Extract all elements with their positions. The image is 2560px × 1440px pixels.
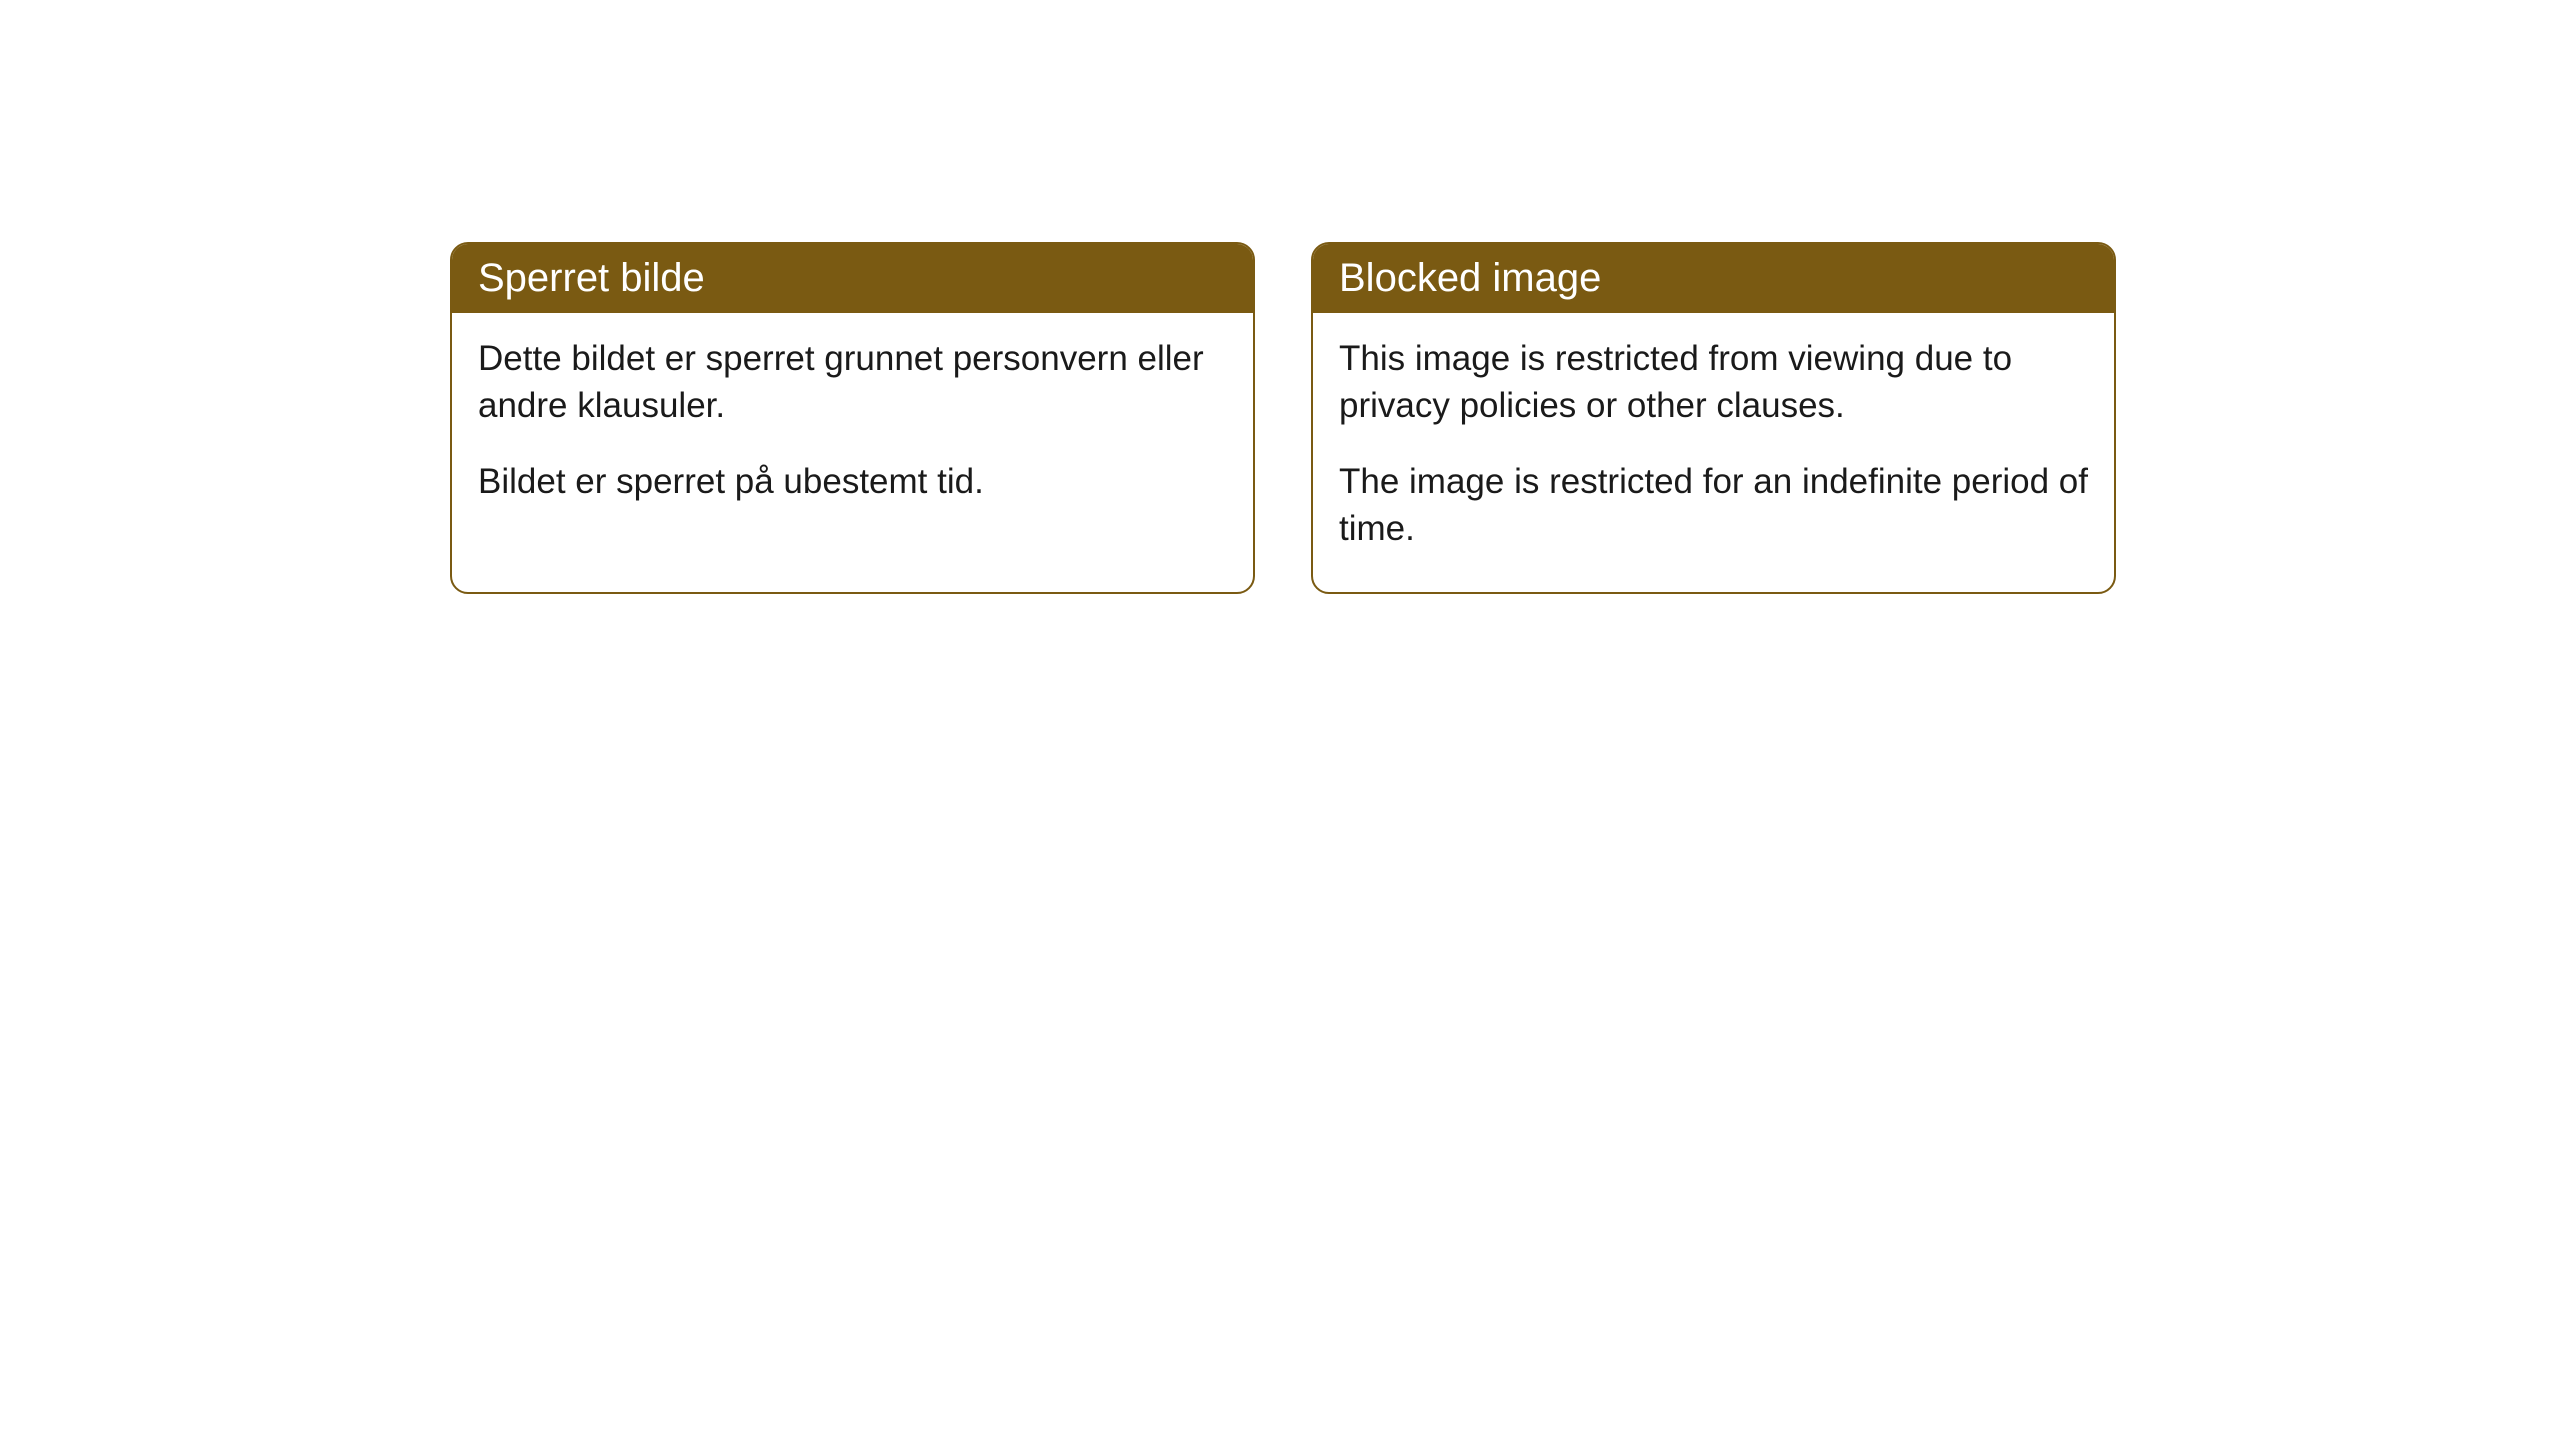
blocked-image-card-english: Blocked image This image is restricted f…: [1311, 242, 2116, 594]
card-header: Sperret bilde: [452, 244, 1253, 313]
card-title: Sperret bilde: [478, 256, 705, 300]
card-paragraph: Bildet er sperret på ubestemt tid.: [478, 458, 1227, 505]
card-body: This image is restricted from viewing du…: [1313, 313, 2114, 592]
card-body: Dette bildet er sperret grunnet personve…: [452, 313, 1253, 545]
blocked-image-card-norwegian: Sperret bilde Dette bildet er sperret gr…: [450, 242, 1255, 594]
card-title: Blocked image: [1339, 256, 1601, 300]
notice-cards-container: Sperret bilde Dette bildet er sperret gr…: [450, 242, 2560, 594]
card-paragraph: The image is restricted for an indefinit…: [1339, 458, 2088, 553]
card-header: Blocked image: [1313, 244, 2114, 313]
card-paragraph: This image is restricted from viewing du…: [1339, 335, 2088, 430]
card-paragraph: Dette bildet er sperret grunnet personve…: [478, 335, 1227, 430]
